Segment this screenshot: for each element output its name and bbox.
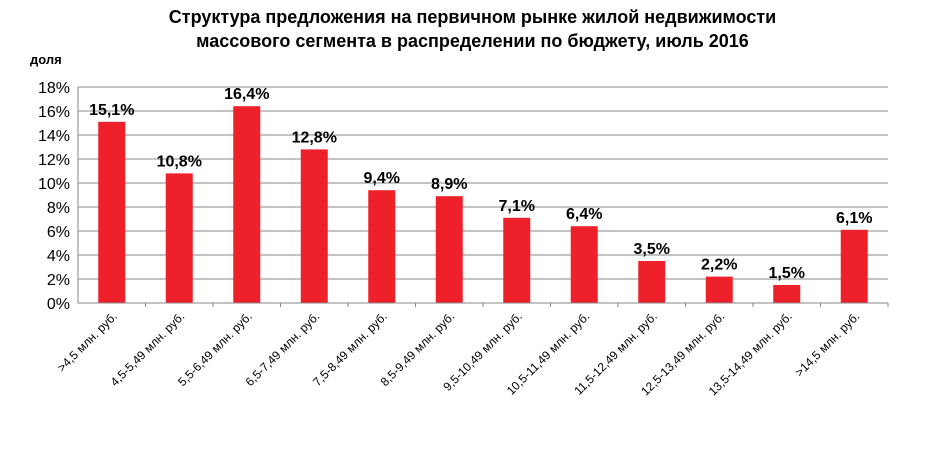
bars: [98, 106, 868, 303]
bar: [705, 276, 733, 303]
data-label: 12,8%: [292, 129, 337, 146]
bar: [840, 229, 868, 303]
bar: [233, 106, 261, 303]
bar: [165, 173, 193, 303]
y-tick-label: 4%: [47, 248, 70, 265]
x-tick-label: 5,5-6,49 млн. руб.: [175, 309, 255, 389]
bar: [435, 196, 463, 303]
chart-title: Структура предложения на первичном рынке…: [0, 5, 945, 53]
y-axis-ticks: 0% 2% 4% 6% 8% 10% 12% 14% 16% 18%: [38, 80, 70, 313]
bar: [773, 285, 801, 303]
data-label: 10,8%: [157, 153, 202, 170]
data-label: 6,4%: [566, 206, 602, 223]
chart-title-line-1: Структура предложения на первичном рынке…: [168, 7, 777, 27]
chart-title-line-2: массового сегмента в распределении по бю…: [196, 31, 749, 51]
bar: [570, 226, 598, 303]
data-label: 15,1%: [89, 102, 134, 119]
data-label: 3,5%: [634, 241, 670, 258]
y-tick-label: 18%: [38, 80, 70, 97]
x-tick-label: 7,5-8,49 млн. руб.: [310, 309, 390, 389]
y-axis-label: доля: [30, 52, 62, 67]
data-label: 16,4%: [224, 86, 269, 103]
x-tick-label: >4,5 млн. руб.: [54, 309, 119, 374]
y-tick-label: 12%: [38, 152, 70, 169]
y-tick-label: 16%: [38, 104, 70, 121]
data-label: 6,1%: [836, 210, 872, 227]
x-tick-label: 8,5-9,49 млн. руб.: [378, 309, 458, 389]
y-tick-label: 14%: [38, 128, 70, 145]
data-labels: 15,1% 10,8% 16,4% 12,8% 9,4% 8,9% 7,1% 6,4% 3,5%…: [89, 86, 872, 282]
bar: [98, 121, 126, 303]
bar: [300, 149, 328, 303]
y-tick-label: 10%: [38, 176, 70, 193]
data-label: 2,2%: [701, 257, 737, 274]
data-label: 7,1%: [499, 198, 535, 215]
y-tick-label: 2%: [47, 272, 70, 289]
x-tick-label: 6,5-7,49 млн. руб.: [243, 309, 323, 389]
data-label: 1,5%: [769, 265, 805, 282]
x-axis-ticks: >4,5 млн. руб.4,5-5,49 млн. руб.5,5-6,49…: [54, 303, 889, 398]
data-label: 8,9%: [431, 176, 467, 193]
y-tick-label: 0%: [47, 296, 70, 313]
data-label: 9,4%: [364, 170, 400, 187]
x-tick-label: >14,5 млн. руб.: [792, 309, 862, 379]
bar: [368, 190, 396, 303]
bar: [503, 217, 531, 303]
y-tick-label: 6%: [47, 224, 70, 241]
x-tick-label: 4,5-5,49 млн. руб.: [108, 309, 188, 389]
y-tick-label: 8%: [47, 200, 70, 217]
axes: [77, 87, 888, 304]
gridlines: [78, 86, 888, 304]
bar: [638, 261, 666, 303]
